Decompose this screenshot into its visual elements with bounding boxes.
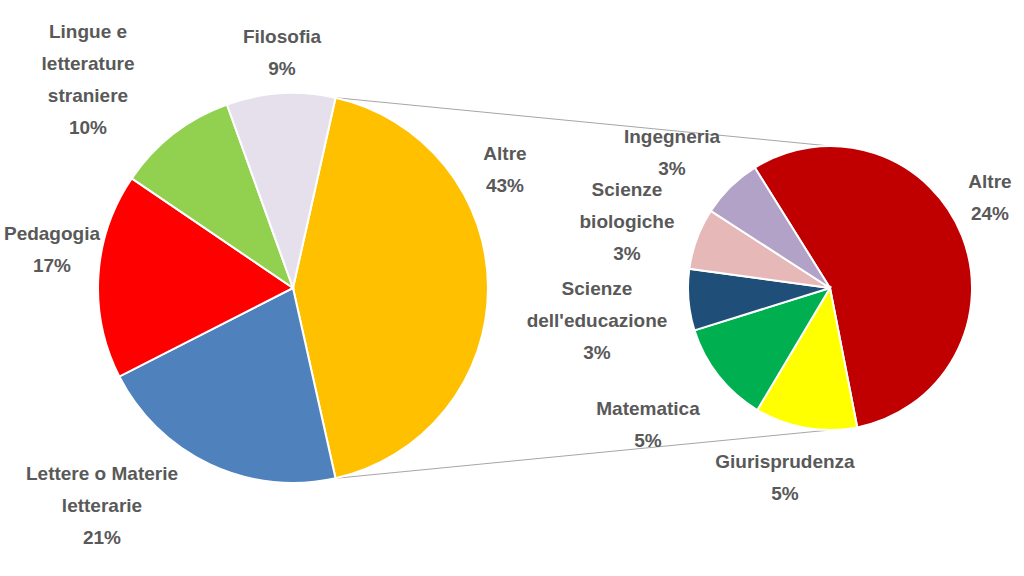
svg-text:Scienzedell'educazione3%: Scienzedell'educazione3%	[527, 278, 668, 363]
svg-text:Giurisprudenza5%: Giurisprudenza5%	[715, 451, 855, 504]
svg-text:Scienzebiologiche3%: Scienzebiologiche3%	[580, 179, 675, 264]
svg-text:Altre43%: Altre43%	[483, 143, 526, 196]
svg-text:Filosofia9%: Filosofia9%	[243, 26, 322, 79]
svg-text:Matematica5%: Matematica5%	[596, 398, 700, 451]
svg-text:Lingue eletteraturestraniere10: Lingue eletteraturestraniere10%	[42, 21, 135, 138]
svg-text:Altre24%: Altre24%	[968, 171, 1011, 224]
svg-text:Lettere o Materieletterarie21%: Lettere o Materieletterarie21%	[26, 463, 178, 548]
svg-text:Pedagogia17%: Pedagogia17%	[8, 223, 100, 276]
svg-text:Ingegneria3%: Ingegneria3%	[624, 126, 721, 179]
